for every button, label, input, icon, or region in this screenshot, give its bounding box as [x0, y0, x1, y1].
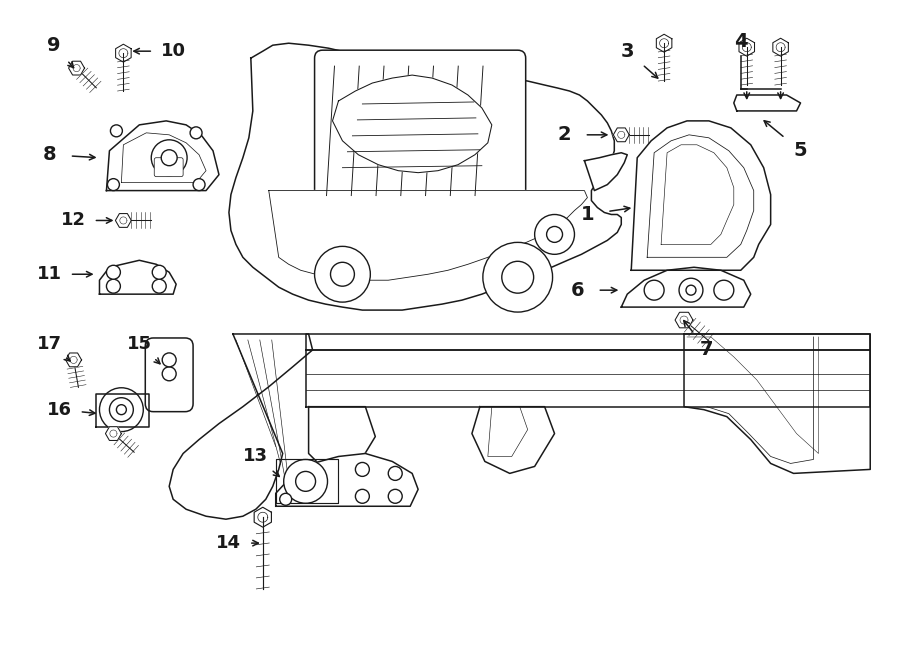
- Circle shape: [714, 280, 734, 300]
- Polygon shape: [106, 121, 219, 191]
- Polygon shape: [68, 61, 85, 75]
- Circle shape: [356, 463, 369, 477]
- Polygon shape: [332, 75, 491, 173]
- Polygon shape: [584, 153, 627, 191]
- Circle shape: [152, 265, 166, 279]
- Polygon shape: [621, 267, 751, 307]
- Polygon shape: [254, 507, 272, 527]
- Circle shape: [107, 179, 120, 191]
- Circle shape: [190, 127, 202, 139]
- Polygon shape: [613, 128, 629, 142]
- Text: 4: 4: [734, 32, 748, 51]
- Text: 12: 12: [61, 211, 86, 230]
- Polygon shape: [656, 34, 672, 52]
- Circle shape: [194, 179, 205, 191]
- Polygon shape: [309, 406, 375, 473]
- Polygon shape: [229, 43, 621, 310]
- FancyBboxPatch shape: [145, 338, 194, 412]
- Text: 7: 7: [700, 340, 714, 359]
- Circle shape: [106, 279, 121, 293]
- Circle shape: [388, 489, 402, 503]
- Polygon shape: [231, 43, 639, 312]
- Circle shape: [151, 140, 187, 175]
- Text: 10: 10: [161, 42, 185, 60]
- Circle shape: [280, 493, 292, 505]
- Circle shape: [388, 467, 402, 481]
- Circle shape: [152, 279, 166, 293]
- Circle shape: [100, 388, 143, 432]
- Text: 16: 16: [47, 401, 72, 418]
- Polygon shape: [306, 350, 870, 406]
- Circle shape: [315, 246, 370, 302]
- Circle shape: [110, 398, 133, 422]
- Text: 2: 2: [558, 125, 572, 144]
- Circle shape: [161, 150, 177, 166]
- Polygon shape: [684, 334, 870, 473]
- Polygon shape: [96, 394, 149, 426]
- Circle shape: [483, 242, 553, 312]
- Text: 11: 11: [37, 265, 62, 283]
- Polygon shape: [100, 260, 176, 294]
- Polygon shape: [105, 427, 122, 440]
- Circle shape: [502, 261, 534, 293]
- Polygon shape: [472, 406, 554, 473]
- Polygon shape: [269, 191, 588, 280]
- Text: 13: 13: [243, 448, 268, 465]
- Text: 9: 9: [47, 36, 60, 55]
- Polygon shape: [306, 334, 870, 350]
- Text: 17: 17: [37, 335, 62, 353]
- Text: 3: 3: [620, 42, 634, 61]
- Polygon shape: [631, 121, 770, 270]
- Circle shape: [546, 226, 562, 242]
- Text: 1: 1: [580, 205, 594, 224]
- Polygon shape: [115, 214, 131, 227]
- Circle shape: [330, 262, 355, 286]
- Polygon shape: [734, 95, 800, 111]
- Circle shape: [686, 285, 696, 295]
- Circle shape: [111, 125, 122, 137]
- Text: 8: 8: [43, 145, 57, 164]
- Circle shape: [106, 265, 121, 279]
- Polygon shape: [169, 334, 312, 519]
- Circle shape: [162, 367, 176, 381]
- Circle shape: [679, 278, 703, 302]
- Polygon shape: [739, 38, 754, 56]
- Text: 6: 6: [571, 281, 584, 300]
- Circle shape: [296, 471, 316, 491]
- Polygon shape: [66, 353, 82, 367]
- Polygon shape: [773, 38, 788, 56]
- Circle shape: [284, 459, 328, 503]
- Text: 15: 15: [127, 335, 152, 353]
- Circle shape: [162, 353, 176, 367]
- Circle shape: [644, 280, 664, 300]
- Polygon shape: [675, 312, 693, 328]
- Text: 5: 5: [794, 141, 807, 160]
- FancyBboxPatch shape: [154, 158, 183, 177]
- Circle shape: [535, 214, 574, 254]
- Circle shape: [116, 404, 126, 414]
- FancyBboxPatch shape: [315, 50, 526, 216]
- Polygon shape: [115, 44, 131, 62]
- Polygon shape: [647, 135, 753, 258]
- Polygon shape: [275, 453, 418, 506]
- Circle shape: [356, 489, 369, 503]
- Text: 14: 14: [216, 534, 241, 552]
